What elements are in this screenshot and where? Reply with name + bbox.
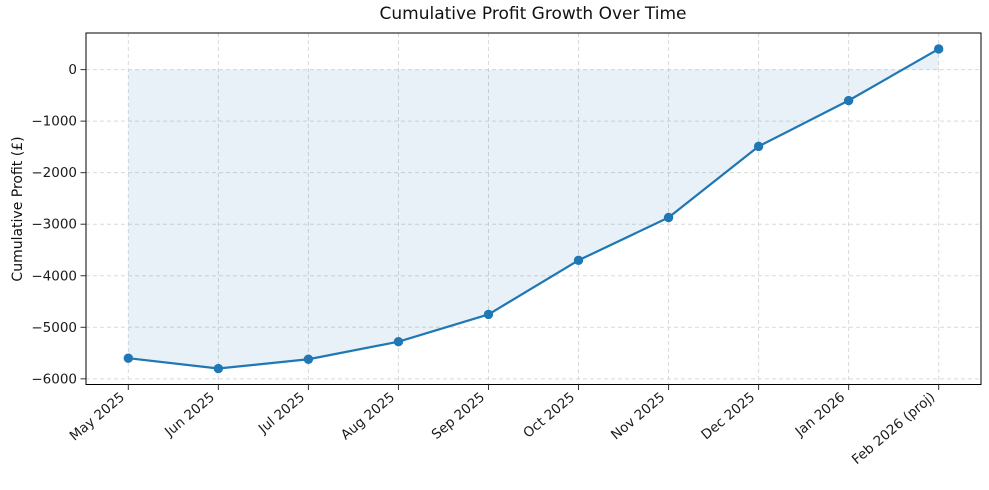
x-tick-label: Dec 2025 bbox=[698, 389, 758, 443]
data-point-marker bbox=[753, 141, 764, 152]
data-point-marker bbox=[123, 353, 134, 363]
data-point-marker bbox=[663, 212, 674, 223]
data-point-marker bbox=[933, 44, 944, 54]
y-tick-label: −3000 bbox=[31, 217, 77, 233]
data-point-marker bbox=[213, 363, 224, 374]
x-tick-label: Sep 2025 bbox=[429, 389, 488, 442]
x-tick-label: Feb 2026 (proj) bbox=[849, 389, 938, 468]
x-tick-label: Aug 2025 bbox=[338, 389, 398, 443]
data-point-marker bbox=[483, 309, 494, 320]
x-tick-label: May 2025 bbox=[67, 389, 128, 444]
data-point-marker bbox=[573, 255, 584, 265]
y-tick-label: −1000 bbox=[31, 114, 77, 130]
x-tick-label: Nov 2025 bbox=[608, 389, 668, 443]
profit-line bbox=[127, 47, 940, 370]
y-tick-label: −2000 bbox=[31, 165, 77, 181]
plot-frame bbox=[85, 32, 982, 385]
area-fill bbox=[128, 48, 939, 369]
x-tick-label: Jan 2026 bbox=[792, 389, 849, 440]
chart-title: Cumulative Profit Growth Over Time bbox=[379, 4, 687, 24]
y-tick-label: 0 bbox=[68, 62, 77, 78]
y-tick-label: −6000 bbox=[31, 371, 77, 387]
x-tick-label: Jun 2025 bbox=[161, 389, 218, 440]
y-tick-label: −4000 bbox=[31, 268, 77, 284]
data-point-marker bbox=[843, 95, 854, 106]
x-tick-label: Oct 2025 bbox=[520, 389, 578, 441]
y-axis-label: Cumulative Profit (£) bbox=[10, 136, 26, 282]
data-point-marker bbox=[393, 337, 404, 347]
data-point-marker bbox=[303, 354, 314, 364]
y-tick-label: −5000 bbox=[31, 320, 77, 336]
x-tick-label: Jul 2025 bbox=[255, 389, 308, 437]
